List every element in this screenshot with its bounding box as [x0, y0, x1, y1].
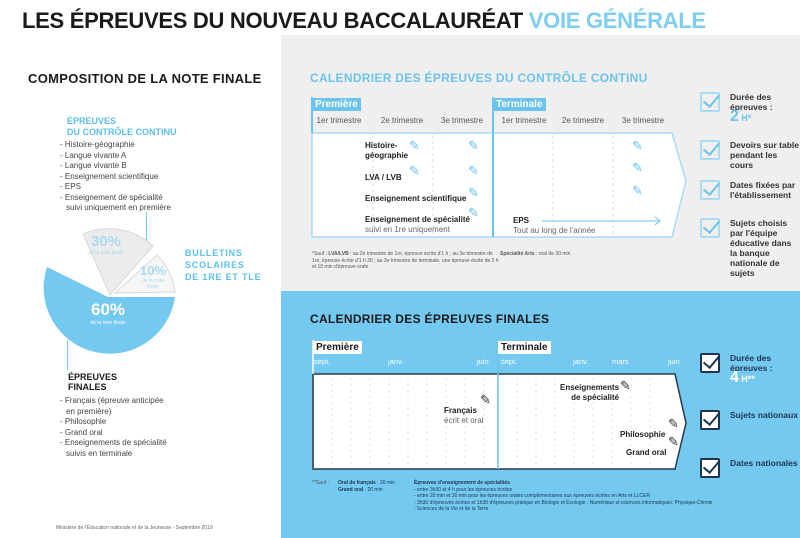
pie-label-30: 30% de la note finale — [88, 233, 124, 256]
event-francais: Français écrit et oral — [444, 406, 484, 425]
final-calendar-title: CALENDRIER DES ÉPREUVES FINALES — [310, 312, 550, 326]
tab-premiere-finals: Première — [313, 341, 362, 354]
final-footnote-oral-values: Oral de français : 20 min Grand oral : 20… — [338, 480, 395, 493]
pen-icon: ✎ — [632, 183, 643, 198]
trimester-label: 2e trimestre — [561, 116, 605, 125]
month-label: juin — [477, 357, 489, 366]
pie-slice-60 — [43, 267, 175, 354]
pen-icon: ✎ — [668, 434, 679, 449]
trimester-label: 3e trimestre — [440, 116, 484, 125]
tab-terminale-finals: Terminale — [498, 341, 551, 354]
final-timeline — [312, 340, 687, 470]
pie-slice-10 — [113, 254, 176, 294]
cc-list: Histoire-géographieLangue vivante ALangu… — [60, 140, 180, 214]
cc-calendar-title: CALENDRIER DES ÉPREUVES DU CONTRÔLE CONT… — [310, 71, 648, 85]
bulletins-label: BULLETINS SCOLAIRES DE 1RE ET TLE — [185, 248, 262, 282]
event-ens-scientifique: Enseignement scientifique — [365, 194, 467, 203]
checkbox-icon — [700, 180, 720, 200]
pen-icon: ✎ — [409, 163, 420, 178]
month-label: sept. — [314, 357, 331, 366]
checkbox-icon — [700, 353, 720, 373]
pen-icon: ✎ — [668, 416, 679, 431]
tab-terminale: Terminale — [493, 98, 546, 111]
trimester-label: 2e trimestre — [380, 116, 424, 125]
event-specialite: Enseignement de spécialité suivi en 1re u… — [365, 215, 470, 234]
pen-icon: ✎ — [480, 392, 491, 407]
cc-footnote-arts: Spécialité Arts : oral de 30 min — [500, 251, 571, 257]
event-philosophie: Philosophie — [620, 430, 666, 439]
checkbox-icon — [700, 92, 720, 112]
note-pie-chart — [43, 228, 176, 354]
pen-icon: ✎ — [620, 378, 631, 393]
checkbox-icon — [700, 410, 720, 430]
checkbox-icon — [700, 218, 720, 238]
pen-icon: ✎ — [632, 160, 643, 175]
checkbox-icon — [700, 458, 720, 478]
finals-heading: ÉPREUVES FINALES — [68, 372, 118, 392]
month-label: sept. — [501, 357, 518, 366]
pie-slice-30 — [82, 228, 154, 296]
pen-icon: ✎ — [468, 185, 479, 200]
composition-title: COMPOSITION DE LA NOTE FINALE — [28, 71, 262, 86]
event-lva-lvb: LVA / LVB — [365, 173, 402, 182]
pen-icon: ✎ — [468, 138, 479, 153]
event-specialite-finals: Enseignements de spécialité — [560, 383, 620, 402]
cc-timeline — [311, 97, 687, 238]
final-footnote-oral: **Sauf : — [312, 480, 329, 486]
event-grand-oral: Grand oral — [626, 448, 667, 457]
pen-icon: ✎ — [468, 163, 479, 178]
trimester-label: 3e trimestre — [621, 116, 665, 125]
footer-credit: Ministère de l'Éducation nationale et de… — [56, 525, 213, 531]
final-footnote-specialite: Épreuves d'enseignement de spécialités - … — [414, 480, 713, 512]
event-eps: EPS Tout au long de l'année — [513, 216, 596, 235]
checkbox-icon — [700, 140, 720, 160]
pen-icon: ✎ — [409, 138, 420, 153]
finals-list: Français (épreuve anticipée en première)… — [60, 396, 170, 459]
pen-icon: ✎ — [468, 205, 479, 220]
pie-label-10: 10% de la note finale — [139, 263, 167, 290]
pie-label-60: 60% de la note finale — [90, 300, 126, 326]
month-label: mars — [612, 357, 629, 366]
pen-icon: ✎ — [632, 138, 643, 153]
month-label: janv. — [573, 357, 589, 366]
cc-heading: ÉPREUVES DU CONTRÔLE CONTINU — [67, 116, 177, 137]
cc-footnote-lv: *Sauf : LVA/LVB : au 2e trimestre de 1re… — [312, 251, 499, 270]
trimester-label: 1er trimestre — [316, 116, 362, 125]
month-label: juin — [668, 357, 680, 366]
event-histoire-geo: Histoire-géographie — [365, 141, 409, 160]
month-label: janv. — [388, 357, 404, 366]
trimester-label: 1er trimestre — [501, 116, 547, 125]
page-title: LES ÉPREUVES DU NOUVEAU BACCALAURÉAT VOI… — [22, 8, 706, 33]
tab-premiere: Première — [312, 98, 361, 111]
